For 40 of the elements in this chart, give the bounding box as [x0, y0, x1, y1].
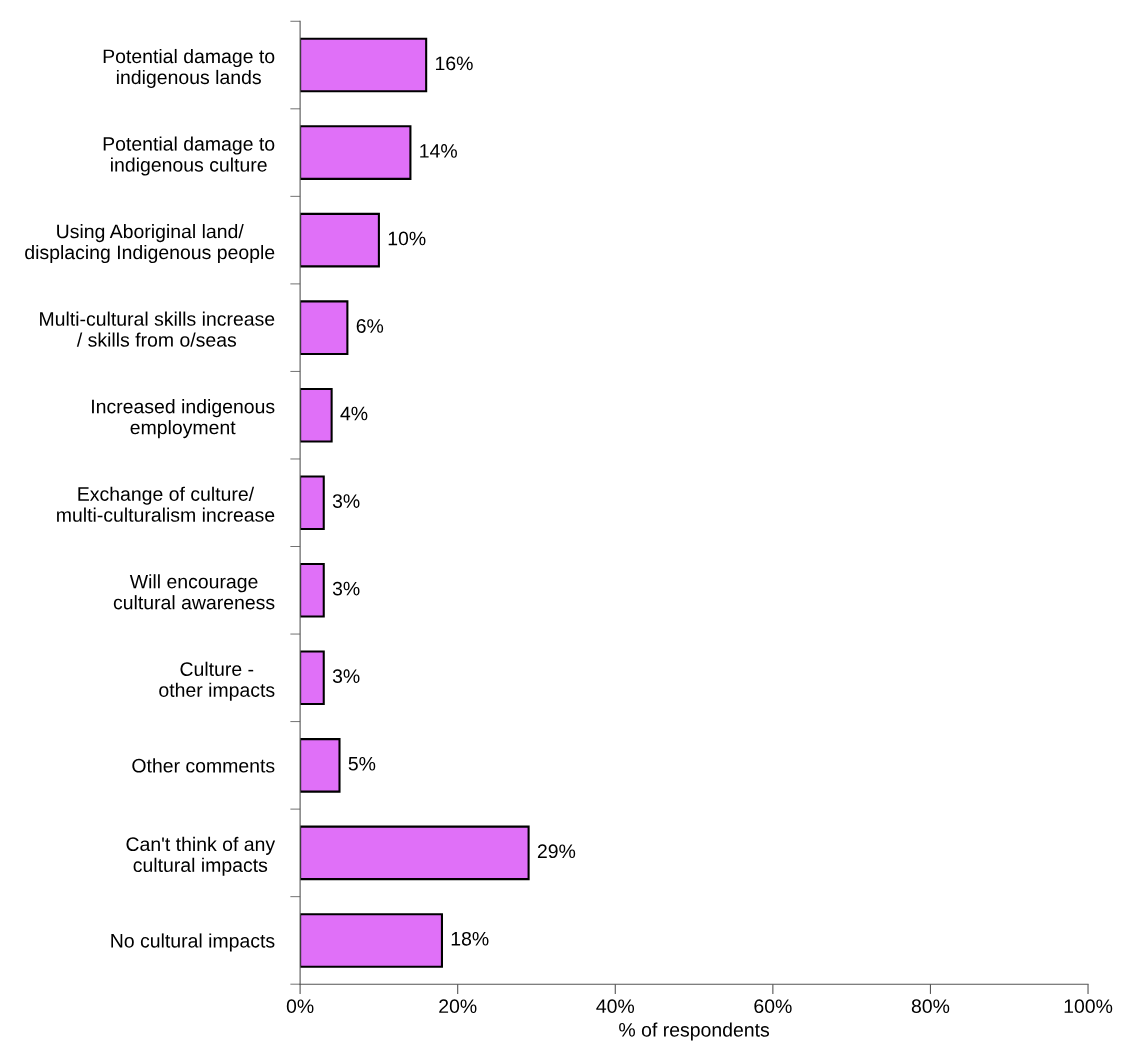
bar	[300, 475, 325, 531]
bar	[300, 300, 349, 355]
data-label: 29%	[537, 844, 576, 859]
data-label: 5%	[348, 756, 376, 771]
y-tick-label: Other comments	[132, 758, 275, 773]
bar	[300, 913, 443, 968]
y-tick-label: Potential damage to indigenous culture	[103, 136, 275, 176]
bar	[300, 562, 325, 618]
y-tick-label: Potential damage to indigenous lands	[103, 48, 275, 89]
y-tick-label: Using Aboriginal land/ displacing Indigenous people	[25, 224, 275, 264]
x-tick-label: 40%	[596, 999, 635, 1014]
x-tick-label: 80%	[911, 999, 950, 1014]
x-tick-label: 20%	[439, 999, 477, 1014]
x-axis-title: % of respondents	[619, 1022, 770, 1041]
x-tick-label: 0%	[286, 999, 314, 1014]
y-tick-label: Exchange of culture/ multi-culturalism increase	[57, 486, 275, 522]
data-label: 3%	[332, 669, 360, 684]
data-label: 3%	[332, 494, 360, 508]
data-label: 18%	[451, 931, 489, 946]
y-tick-label: Multi-cultural skills increase / skills from o/seas	[40, 311, 275, 347]
x-tick-label: 60%	[754, 999, 792, 1014]
data-label: 4%	[340, 406, 368, 421]
bar	[300, 125, 412, 180]
data-label: 16%	[435, 56, 473, 71]
data-label: 3%	[332, 581, 360, 596]
data-label: 10%	[388, 231, 426, 246]
bar	[300, 738, 341, 793]
bar	[300, 825, 530, 881]
y-tick-label: No cultural impacts	[111, 933, 275, 952]
y-tick-label: Will encourage cultural awareness	[113, 574, 275, 610]
y-tick-label: Can't think of any cultural impacts	[126, 836, 276, 876]
data-label: 14%	[420, 144, 457, 158]
bar	[300, 387, 333, 443]
bar	[300, 650, 325, 706]
data-label: 6%	[356, 319, 384, 333]
y-tick-label: Culture - other impacts	[159, 661, 275, 701]
x-tick-label: 100%	[1064, 999, 1113, 1014]
y-tick-label: Increased indigenous employment	[92, 399, 275, 439]
bar	[300, 37, 428, 93]
bar	[300, 212, 380, 268]
